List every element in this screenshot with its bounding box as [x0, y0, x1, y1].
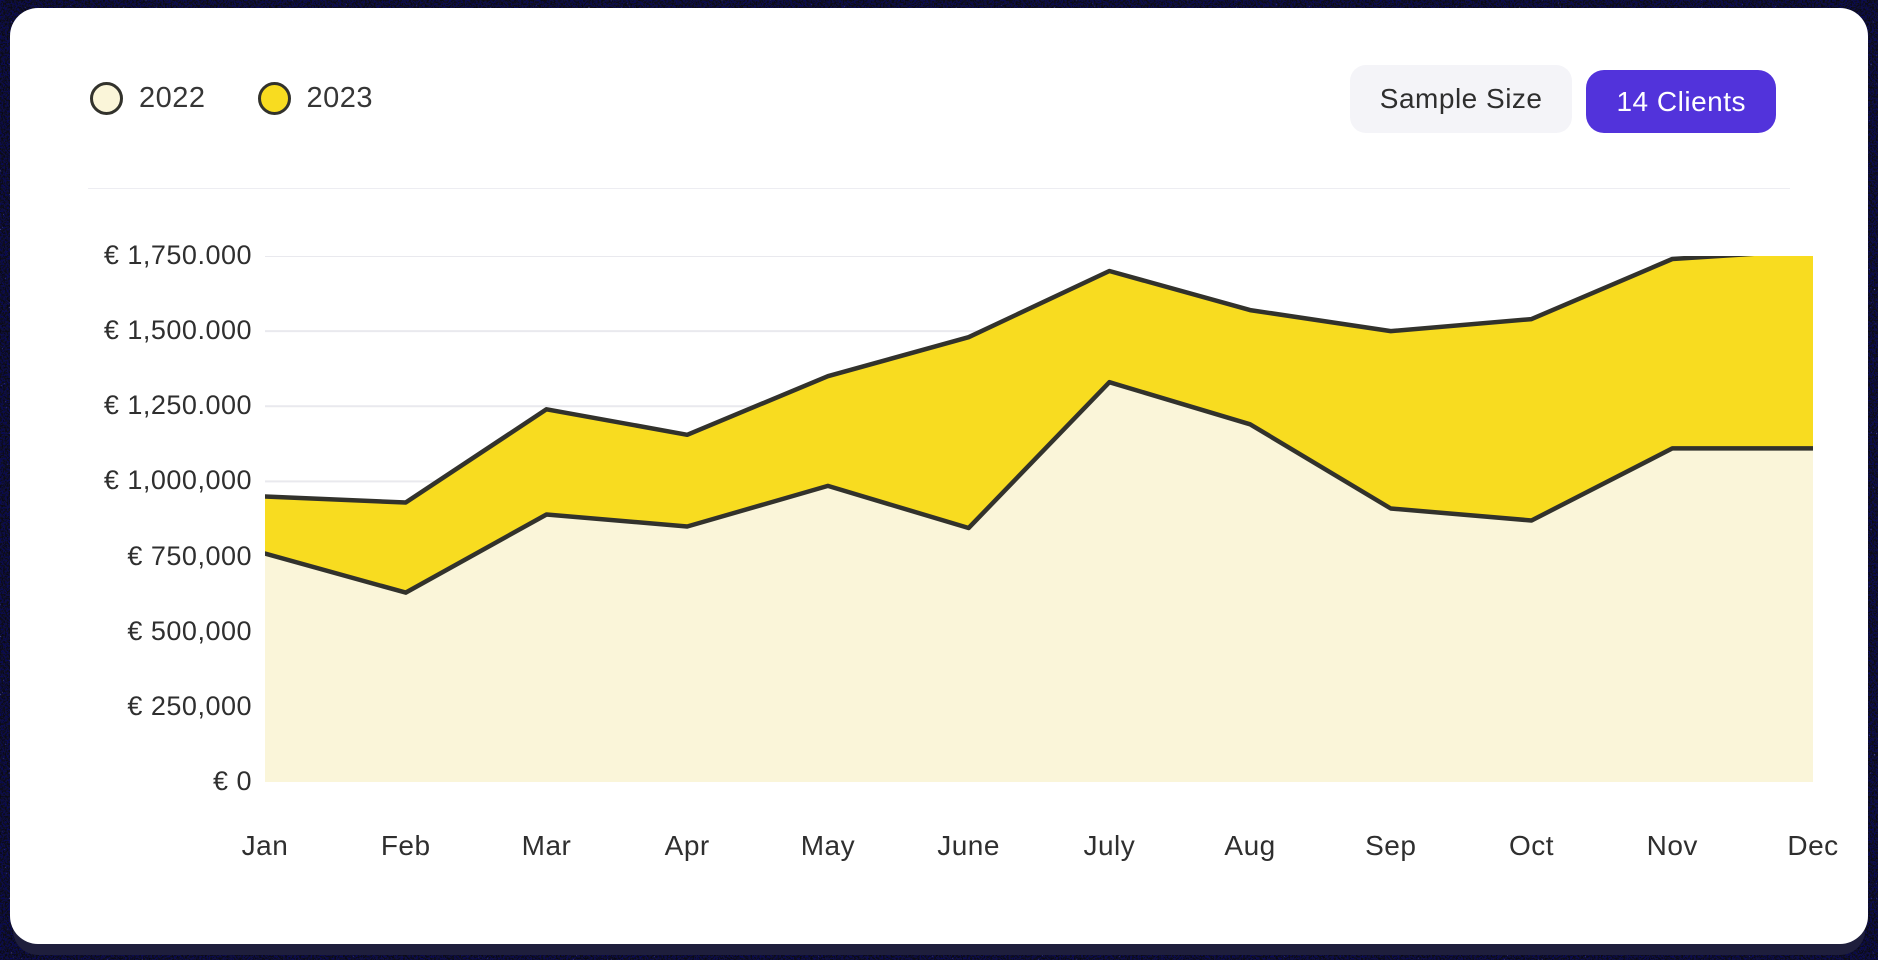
- chart-legend: 2022 2023: [90, 82, 373, 115]
- x-axis-label: June: [937, 830, 1000, 861]
- chart-card: 2022 2023 Sample Size 14 Clients € 1,750…: [10, 8, 1868, 944]
- x-axis-label: Mar: [521, 830, 572, 861]
- legend-item-2023[interactable]: 2023: [257, 82, 374, 115]
- y-axis-tick-label: € 1,500.000: [103, 315, 252, 346]
- x-axis: Jan Feb Mar Apr May June July Aug Sep Oct Nov Dec: [242, 830, 1838, 874]
- area-2023[interactable]: [265, 256, 1813, 593]
- legend-color-dot-2022-icon: [90, 82, 123, 115]
- legend-label-2022: 2022: [139, 82, 206, 114]
- clients-count-button[interactable]: 14 Clients: [1586, 70, 1776, 133]
- chart-plot-area[interactable]: [265, 256, 1813, 782]
- area-2022[interactable]: [265, 382, 1813, 782]
- x-axis-label: Apr: [664, 830, 710, 861]
- legend-color-dot-2023-icon: [257, 82, 291, 115]
- x-axis-label: Jan: [241, 830, 289, 861]
- x-axis-label: Aug: [1224, 830, 1276, 861]
- y-axis-tick-label: € 0: [212, 766, 252, 796]
- sample-size-label: Sample Size: [1349, 64, 1573, 133]
- y-axis: € 1,750.000 € 1,500.000 € 1,250.000 € 1,000…: [30, 8, 252, 944]
- x-axis-label: May: [800, 830, 856, 861]
- x-axis-label: Oct: [1508, 830, 1555, 861]
- x-axis-label: Dec: [1787, 830, 1839, 861]
- y-axis-tick-label: € 1,250.000: [103, 390, 252, 421]
- header-divider: [88, 188, 1790, 189]
- y-axis-tick-label: € 1,750.000: [103, 240, 252, 270]
- y-axis-tick-label: € 1,000,000: [103, 465, 252, 496]
- x-axis-label: Feb: [380, 830, 431, 861]
- y-axis-tick-label: € 500,000: [127, 615, 252, 646]
- line-2022: [265, 379, 1813, 595]
- x-axis-label: Sep: [1365, 830, 1417, 861]
- y-axis-tick-label: € 750,000: [127, 540, 252, 571]
- y-axis-tick-label: € 250,000: [127, 690, 252, 721]
- legend-label-2023: 2023: [306, 82, 374, 114]
- x-axis-label: Nov: [1646, 830, 1698, 861]
- sample-size-controls: Sample Size 14 Clients: [1349, 64, 1776, 133]
- line-2023: [265, 256, 1755, 505]
- legend-item-2022[interactable]: 2022: [90, 82, 206, 115]
- x-axis-label: July: [1083, 830, 1136, 861]
